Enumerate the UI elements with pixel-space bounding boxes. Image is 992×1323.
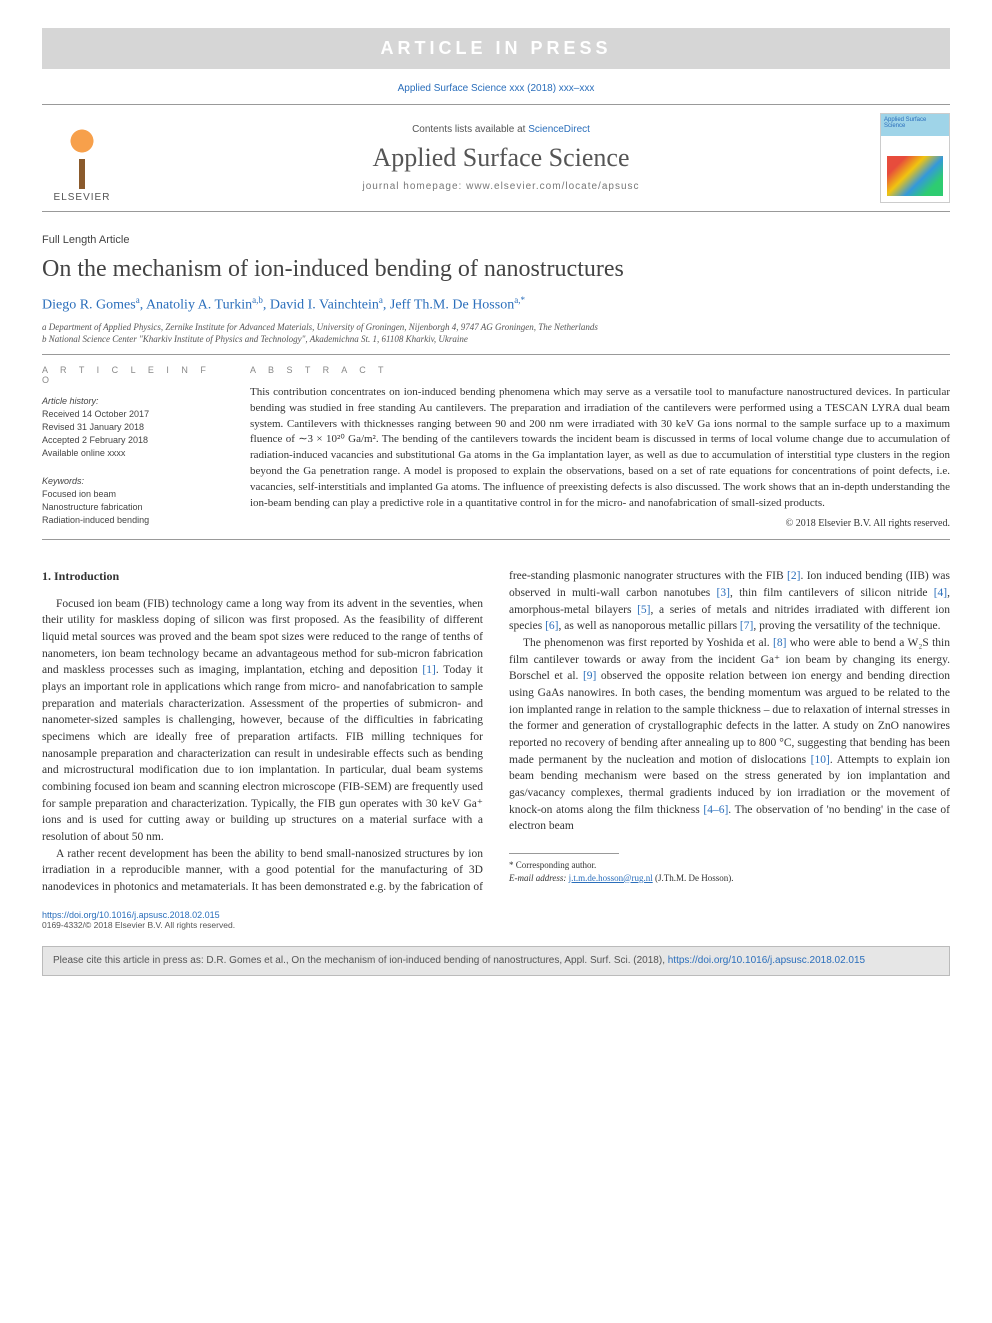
article-type: Full Length Article	[42, 234, 950, 246]
sciencedirect-link[interactable]: ScienceDirect	[528, 124, 590, 135]
body-columns: 1. Introduction Focused ion beam (FIB) t…	[42, 568, 950, 895]
abstract-column: A B S T R A C T This contribution concen…	[250, 365, 950, 530]
affiliation: b National Science Center "Kharkiv Insti…	[42, 334, 950, 344]
article-history: Article history: Received 14 October 201…	[42, 395, 222, 460]
cover-label: Applied Surface Science	[884, 117, 926, 129]
article-in-press-banner: ARTICLE IN PRESS	[42, 28, 950, 69]
publisher-logo: ELSEVIER	[42, 113, 122, 203]
citation-ref[interactable]: [9]	[583, 670, 596, 682]
homepage-prefix: journal homepage:	[362, 181, 466, 192]
keywords-block: Keywords: Focused ion beam Nanostructure…	[42, 475, 222, 527]
author-list: Diego R. Gomesa, Anatoliy A. Turkina,b, …	[42, 295, 950, 314]
keyword: Focused ion beam	[42, 489, 116, 499]
footnote-separator	[509, 853, 619, 854]
rule	[42, 354, 950, 355]
info-heading: A R T I C L E I N F O	[42, 365, 222, 385]
cite-text: Please cite this article in press as: D.…	[53, 955, 668, 966]
citation-ref[interactable]: [3]	[717, 587, 730, 599]
citation-ref[interactable]: [5]	[637, 604, 650, 616]
article-info-column: A R T I C L E I N F O Article history: R…	[42, 365, 222, 530]
accepted-date: Accepted 2 February 2018	[42, 435, 148, 445]
homepage-url[interactable]: www.elsevier.com/locate/apsusc	[466, 181, 639, 192]
section-heading: 1. Introduction	[42, 568, 483, 585]
journal-cover-thumbnail: Applied Surface Science	[880, 113, 950, 203]
cite-doi-link[interactable]: https://doi.org/10.1016/j.apsusc.2018.02…	[668, 955, 865, 966]
citation-ref[interactable]: [1]	[422, 664, 435, 676]
history-label: Article history:	[42, 396, 99, 406]
journal-name: Applied Surface Science	[136, 143, 866, 173]
citation-ref[interactable]: [10]	[811, 754, 830, 766]
citation-box: Please cite this article in press as: D.…	[42, 946, 950, 976]
email-label: E-mail address:	[509, 873, 569, 883]
issn-copyright: 0169-4332/© 2018 Elsevier B.V. All right…	[42, 920, 950, 930]
corr-author-name: (J.Th.M. De Hosson).	[653, 873, 734, 883]
citation-ref[interactable]: [8]	[773, 637, 786, 649]
keyword: Nanostructure fabrication	[42, 502, 143, 512]
citation-ref[interactable]: [4–6]	[703, 804, 728, 816]
page: ARTICLE IN PRESS Applied Surface Science…	[0, 0, 992, 1004]
abstract-copyright: © 2018 Elsevier B.V. All rights reserved…	[250, 518, 950, 529]
contents-prefix: Contents lists available at	[412, 124, 528, 135]
revised-date: Revised 31 January 2018	[42, 422, 144, 432]
elsevier-tree-icon	[57, 129, 107, 189]
online-date: Available online xxxx	[42, 448, 125, 458]
citation-ref[interactable]: [6]	[545, 620, 558, 632]
info-abstract-row: A R T I C L E I N F O Article history: R…	[42, 365, 950, 530]
homepage-line: journal homepage: www.elsevier.com/locat…	[136, 181, 866, 192]
corr-author-label: * Corresponding author.	[509, 859, 950, 872]
paragraph: Focused ion beam (FIB) technology came a…	[42, 596, 483, 846]
corr-author-email[interactable]: j.t.m.de.hosson@rug.nl	[569, 873, 653, 883]
affiliation: a Department of Applied Physics, Zernike…	[42, 322, 950, 332]
journal-header: ELSEVIER Contents lists available at Sci…	[42, 104, 950, 212]
citation-ref[interactable]: [4]	[934, 587, 947, 599]
keyword: Radiation-induced bending	[42, 515, 149, 525]
article-title: On the mechanism of ion-induced bending …	[42, 256, 950, 283]
publisher-name: ELSEVIER	[54, 192, 111, 203]
corresponding-author-footnote: * Corresponding author. E-mail address: …	[509, 859, 950, 884]
header-center: Contents lists available at ScienceDirec…	[136, 124, 866, 192]
abstract-text: This contribution concentrates on ion-in…	[250, 385, 950, 513]
contents-line: Contents lists available at ScienceDirec…	[136, 124, 866, 135]
affiliations: a Department of Applied Physics, Zernike…	[42, 322, 950, 344]
citation-ref[interactable]: [2]	[787, 570, 800, 582]
short-citation: Applied Surface Science xxx (2018) xxx–x…	[42, 83, 950, 94]
doi-link[interactable]: https://doi.org/10.1016/j.apsusc.2018.02…	[42, 910, 950, 920]
received-date: Received 14 October 2017	[42, 409, 149, 419]
abstract-heading: A B S T R A C T	[250, 365, 950, 375]
keywords-label: Keywords:	[42, 476, 84, 486]
paragraph: The phenomenon was first reported by Yos…	[509, 635, 950, 835]
rule	[42, 539, 950, 540]
citation-ref[interactable]: [7]	[740, 620, 753, 632]
